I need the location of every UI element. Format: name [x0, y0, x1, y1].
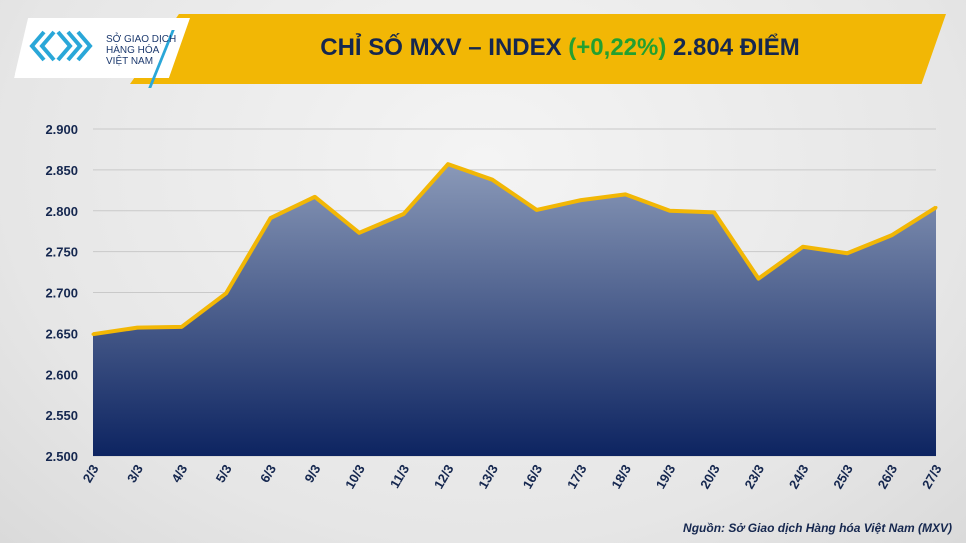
data-point — [224, 291, 228, 295]
data-point — [490, 178, 494, 182]
data-point — [712, 210, 716, 214]
data-point — [402, 212, 406, 216]
data-point — [135, 326, 139, 330]
logo-text: SỞ GIAO DỊCH HÀNG HÓA VIỆT NAM — [106, 34, 176, 67]
x-tick-label: 23/3 — [741, 462, 767, 491]
chart-title: CHỈ SỐ MXV – INDEX (+0,22%) 2.804 ĐIỂM — [260, 34, 860, 62]
x-tick-label: 19/3 — [653, 462, 679, 491]
data-point — [357, 231, 361, 235]
mxv-logo — [14, 18, 190, 78]
y-tick-label: 2.700 — [45, 286, 78, 301]
data-point — [668, 209, 672, 213]
x-tick-label: 27/3 — [919, 462, 945, 491]
x-tick-label: 9/3 — [301, 462, 323, 485]
title-value: 2.804 ĐIỂM — [673, 34, 800, 61]
data-point — [890, 233, 894, 237]
data-point — [801, 245, 805, 249]
data-point — [623, 192, 627, 196]
x-tick-label: 24/3 — [786, 462, 812, 491]
x-tick-label: 10/3 — [342, 462, 368, 491]
x-tick-label: 16/3 — [520, 462, 546, 491]
x-tick-label: 3/3 — [124, 462, 146, 485]
x-tick-label: 2/3 — [80, 462, 102, 485]
logo-line: VIỆT NAM — [106, 56, 154, 67]
data-point — [180, 325, 184, 329]
x-tick-label: 17/3 — [564, 462, 590, 491]
data-point — [535, 208, 539, 212]
logo-line: HÀNG HÓA — [106, 45, 160, 56]
data-point — [91, 332, 95, 336]
x-tick-label: 4/3 — [168, 462, 190, 485]
source-note: Nguồn: Sở Giao dịch Hàng hóa Việt Nam (M… — [683, 521, 952, 535]
y-tick-label: 2.500 — [45, 449, 78, 464]
x-tick-label: 25/3 — [830, 462, 856, 491]
area-fill — [93, 164, 936, 456]
index-line — [92, 162, 938, 337]
x-tick-label: 18/3 — [608, 462, 634, 491]
title-change: (+0,22%) — [568, 34, 667, 61]
y-tick-label: 2.900 — [45, 122, 78, 137]
logo-line: SỞ GIAO DỊCH — [106, 34, 177, 45]
y-tick-label: 2.650 — [45, 326, 78, 341]
y-tick-label: 2.800 — [45, 204, 78, 219]
logo-mark-icon — [29, 30, 93, 62]
data-point — [446, 162, 450, 166]
data-point — [579, 198, 583, 202]
x-tick-label: 13/3 — [475, 462, 501, 491]
data-point — [313, 195, 317, 199]
y-tick-label: 2.600 — [45, 367, 78, 382]
data-point — [934, 205, 938, 209]
y-tick-label: 2.550 — [45, 408, 78, 423]
data-point — [757, 277, 761, 281]
data-point — [845, 251, 849, 255]
y-tick-label: 2.850 — [45, 163, 78, 178]
y-tick-label: 2.750 — [45, 245, 78, 260]
data-point — [268, 216, 272, 220]
title-prefix: CHỈ SỐ MXV – INDEX — [320, 34, 562, 61]
x-tick-label: 26/3 — [875, 462, 901, 491]
title-banner — [130, 14, 946, 84]
x-tick-label: 11/3 — [387, 462, 412, 491]
x-tick-label: 5/3 — [213, 462, 235, 485]
x-tick-label: 12/3 — [431, 462, 457, 491]
x-tick-label: 20/3 — [697, 462, 723, 491]
x-tick-label: 6/3 — [257, 462, 279, 485]
